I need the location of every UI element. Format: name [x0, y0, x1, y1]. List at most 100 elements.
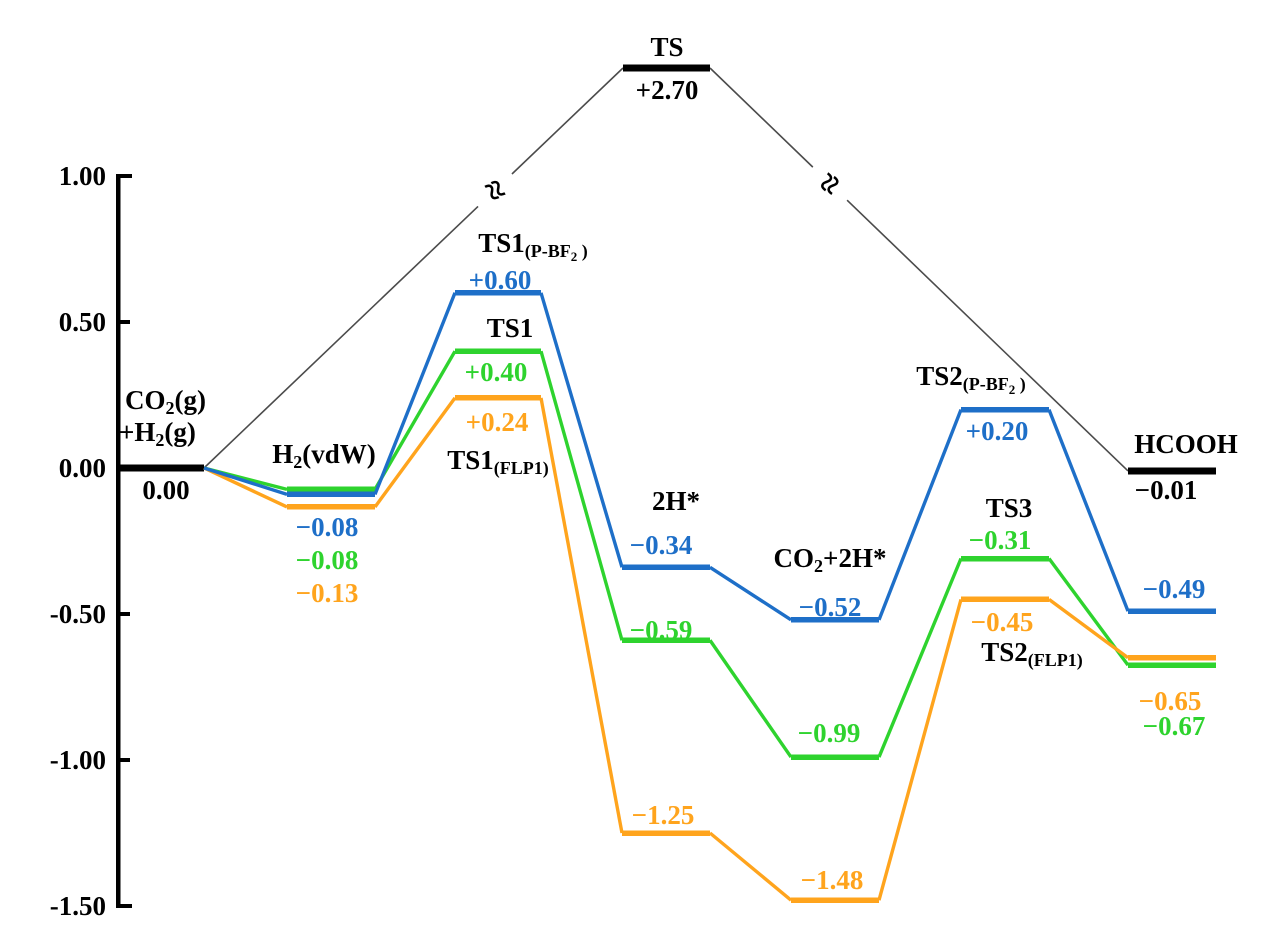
label-reactants-line1-text: 2	[165, 398, 175, 418]
value-ts-text: +2.70	[635, 75, 699, 105]
connector-flp1	[708, 831, 793, 902]
connector-green	[877, 557, 963, 758]
axis-break-symbol: ≈	[473, 172, 518, 209]
value-hcooh-orange-text: −0.65	[1138, 686, 1202, 716]
value-hcooh-green-text: −0.67	[1142, 711, 1206, 741]
label-ts2-pbf2-text: (P-BF	[962, 374, 1009, 394]
label-ts2-pbf2: TS2(P-BF2 )	[916, 361, 1026, 397]
value-reactants: 0.00	[142, 475, 190, 505]
connector-p-bf2	[203, 466, 288, 496]
axis-break-symbol: ≈	[808, 165, 853, 202]
value-hcooh-black-text: −0.01	[1134, 475, 1198, 505]
connector-p-bf2	[539, 292, 624, 568]
value-ts1-flp1-text: +0.24	[465, 407, 529, 437]
connector-p-bf2	[709, 565, 792, 622]
connector-flp1	[877, 598, 963, 901]
label-ts1-flp1-text: (FLP1)	[493, 458, 549, 478]
value-hcooh-blue-text: −0.49	[1142, 574, 1206, 604]
y-tick-label: -1.50	[49, 891, 106, 921]
label-ts1-pbf2-text: 2	[570, 249, 578, 264]
value-ts2-flp1-text: −0.45	[970, 607, 1034, 637]
value-co2-2h-green-text: −0.99	[797, 718, 861, 748]
value-ts1-flp1: +0.24	[465, 407, 529, 437]
label-co2-2h-text: 2	[814, 556, 824, 576]
label-ts1: TS1	[486, 313, 534, 343]
value-ts1-pbf2-text: +0.60	[468, 265, 532, 295]
y-tick-label: 0.50	[58, 307, 106, 337]
value-reactants-text: 0.00	[142, 475, 190, 505]
value-2h-orange: −1.25	[632, 800, 695, 830]
label-h2vdw: H2(vdW)	[272, 439, 376, 472]
label-2h-text: 2H*	[651, 486, 701, 516]
label-ts1-pbf2-text: (P-BF	[524, 241, 571, 261]
connector-flp1	[373, 396, 457, 508]
label-ts1-pbf2-text: TS1	[478, 228, 525, 258]
value-ts1-text: +0.40	[464, 357, 528, 387]
label-ts3: TS3	[985, 493, 1033, 523]
connector-green	[539, 350, 624, 641]
value-ts1-pbf2: +0.60	[468, 265, 532, 295]
connector-p-bf2	[877, 408, 963, 621]
value-hcooh-green: −0.67	[1142, 711, 1206, 741]
value-ts3-text: −0.31	[968, 525, 1032, 555]
label-ts2-flp1-text: (FLP1)	[1027, 650, 1083, 670]
value-ts: +2.70	[635, 75, 699, 105]
value-hcooh-blue: −0.49	[1142, 574, 1206, 604]
label-ts1-pbf2-text: )	[577, 241, 588, 261]
label-co2-2h-text: CO	[773, 543, 815, 573]
connector-flp1	[203, 466, 288, 509]
connector-green	[373, 350, 457, 491]
value-2h-green: −0.59	[629, 615, 693, 645]
value-ts2-flp1: −0.45	[970, 607, 1034, 637]
label-reactants-line2-text: (g)	[164, 417, 196, 447]
value-ts2-pbf2-text: +0.20	[965, 416, 1029, 446]
label-h2vdw-text: 2	[293, 452, 303, 472]
label-reactants-line1-text: (g)	[174, 385, 206, 415]
label-ts2-pbf2-text: 2	[1008, 382, 1016, 397]
connector-flp1	[539, 397, 624, 834]
connector-gas-phase	[511, 67, 624, 175]
label-ts1-flp1: TS1(FLP1)	[447, 445, 549, 478]
label-reactants-line2-text: +H	[119, 417, 156, 447]
label-ts1-pbf2: TS1(P-BF2 )	[478, 228, 588, 264]
value-2h-green-text: −0.59	[629, 615, 693, 645]
label-ts: TS	[650, 32, 684, 62]
label-reactants-line2-text: 2	[155, 430, 165, 450]
label-2h: 2H*	[651, 486, 701, 516]
value-h2vdw-blue-text: −0.08	[295, 512, 359, 542]
label-ts2-flp1-text: TS2	[981, 637, 1028, 667]
value-co2-2h-orange: −1.48	[800, 865, 864, 895]
label-reactants-line2: +H2(g)	[119, 417, 196, 450]
label-ts-text: TS	[650, 32, 684, 62]
label-co2-2h: CO2+2H*	[773, 543, 887, 576]
connector-gas-phase	[846, 199, 1129, 472]
value-hcooh-orange: −0.65	[1138, 686, 1202, 716]
label-ts3-text: TS3	[985, 493, 1033, 523]
y-tick-label: -0.50	[49, 599, 106, 629]
value-2h-blue: −0.34	[630, 530, 693, 560]
y-tick-label: 1.00	[58, 161, 106, 191]
label-ts1-text: TS1	[486, 313, 534, 343]
value-ts2-pbf2: +0.20	[965, 416, 1029, 446]
label-hcooh: HCOOH	[1134, 429, 1238, 459]
value-h2vdw-blue: −0.08	[295, 512, 359, 542]
connector-flp1	[1047, 598, 1130, 660]
value-co2-2h-blue-text: −0.52	[798, 592, 862, 622]
label-reactants-line1-text: CO	[125, 385, 166, 415]
y-tick-label: 0.00	[58, 453, 106, 483]
value-h2vdw-green-text: −0.08	[295, 545, 359, 575]
value-h2vdw-green: −0.08	[295, 545, 359, 575]
label-reactants-line1: CO2(g)	[125, 385, 206, 418]
value-co2-2h-orange-text: −1.48	[800, 865, 864, 895]
value-co2-2h-green: −0.99	[797, 718, 861, 748]
connector-gas-phase	[709, 67, 814, 168]
label-h2vdw-text: H	[272, 439, 294, 469]
label-ts2-pbf2-text: )	[1015, 374, 1026, 394]
connector-p-bf2	[1047, 408, 1130, 612]
y-tick-label: -1.00	[49, 745, 106, 775]
label-ts2-pbf2-text: TS2	[916, 361, 963, 391]
connector-p-bf2	[373, 292, 457, 495]
label-h2vdw-text: (vdW)	[302, 439, 376, 469]
